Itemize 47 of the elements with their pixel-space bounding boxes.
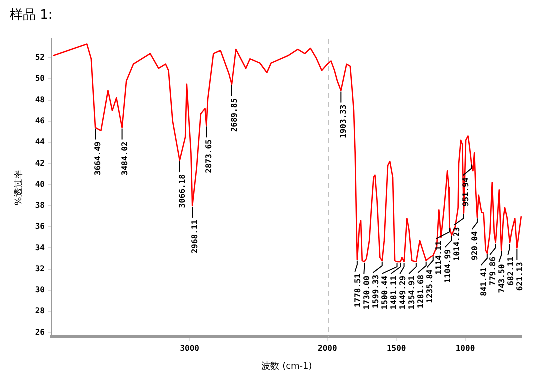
annotation: 3484.02 bbox=[120, 142, 130, 176]
annotation: 1281.68 bbox=[416, 274, 426, 309]
annotation: 1449.29 bbox=[398, 276, 408, 310]
y-tick-label: 34 bbox=[35, 243, 46, 252]
annotation: 1500.44 bbox=[380, 276, 390, 310]
x-tick-label: 1500 bbox=[386, 344, 406, 353]
y-tick-label: 40 bbox=[35, 180, 46, 189]
annotation: 2968.11 bbox=[190, 220, 200, 254]
annotation: 2873.65 bbox=[204, 139, 214, 174]
annotation: 2689.85 bbox=[230, 98, 240, 132]
annotation: 1481.11 bbox=[389, 276, 398, 310]
annotation: 951.94 bbox=[461, 178, 470, 207]
annotation: 1599.33 bbox=[371, 274, 380, 309]
x-tick-label: 2000 bbox=[318, 344, 338, 353]
annotation: 3066.18 bbox=[178, 174, 187, 208]
annotation: 1014.23 bbox=[452, 227, 462, 262]
y-tick-label: 42 bbox=[35, 158, 46, 168]
annotation: 1778.51 bbox=[353, 274, 362, 308]
annotation: 3664.49 bbox=[94, 142, 103, 176]
y-tick-label: 36 bbox=[35, 222, 46, 232]
x-axis-title: 波数 (cm-1) bbox=[262, 360, 312, 372]
y-tick-label: 30 bbox=[35, 286, 46, 295]
annotation: 743.50 bbox=[497, 264, 506, 294]
chart-title: 样品 1: bbox=[10, 7, 53, 24]
y-tick-label: 32 bbox=[35, 264, 46, 274]
y-tick-label: 44 bbox=[35, 138, 46, 147]
annotation: 1354.91 bbox=[407, 276, 416, 310]
x-tick-label: 3000 bbox=[180, 344, 200, 353]
y-tick-label: 46 bbox=[35, 116, 46, 126]
y-tick-label: 28 bbox=[35, 306, 46, 316]
annotation: 1730.00 bbox=[362, 276, 372, 310]
annotation: 1235.84 bbox=[425, 269, 434, 304]
annotation: 779.86 bbox=[488, 256, 498, 286]
annotation: 1104.99 bbox=[443, 249, 452, 284]
annotation: 682.11 bbox=[506, 256, 516, 286]
y-tick-label: 26 bbox=[35, 328, 46, 337]
annotation: 920.04 bbox=[470, 231, 480, 260]
y-tick-label: 50 bbox=[35, 74, 46, 84]
y-tick-label: 38 bbox=[35, 201, 46, 210]
annotation: 1114.11 bbox=[434, 240, 444, 275]
x-tick-label: 1000 bbox=[456, 344, 476, 353]
annotation: 1903.33 bbox=[339, 104, 348, 138]
y-tick-label: 48 bbox=[35, 95, 46, 104]
y-axis-title: %透过率 bbox=[14, 170, 25, 206]
annotation: 841.41 bbox=[479, 267, 488, 296]
y-tick-label: 52 bbox=[35, 53, 46, 62]
annotation: 621.13 bbox=[515, 262, 524, 292]
